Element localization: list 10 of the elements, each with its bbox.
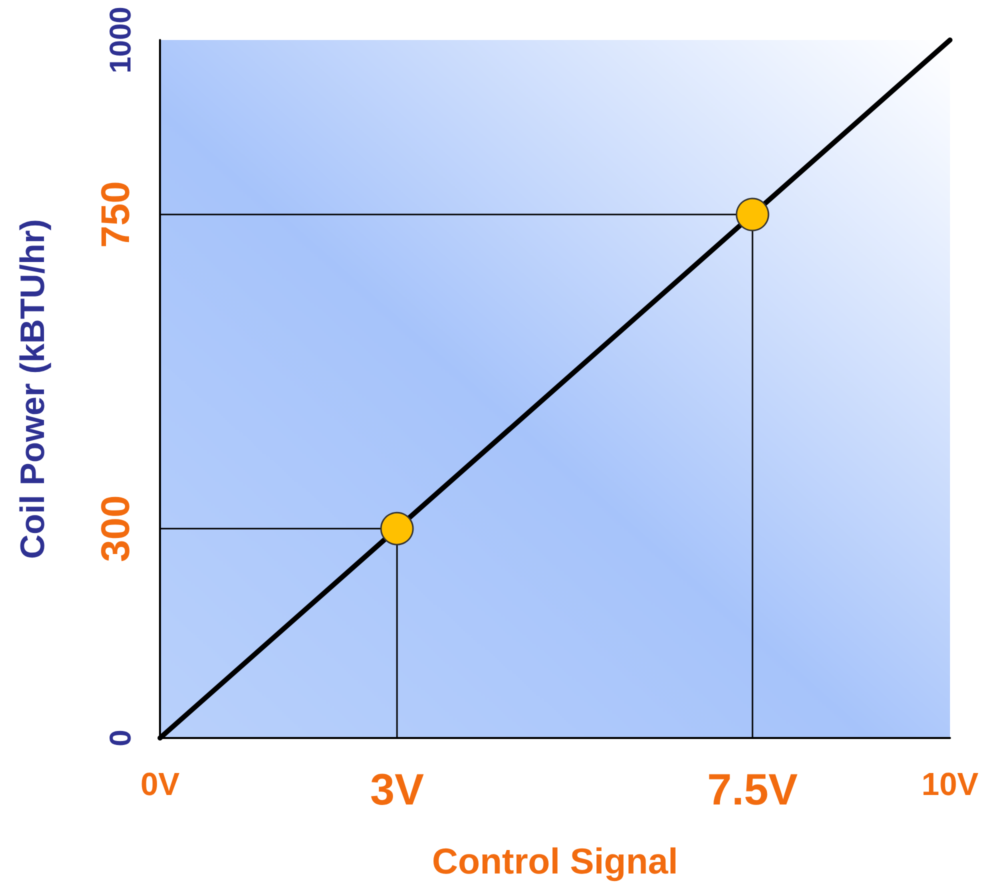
x-axis-title: Control Signal [432,840,678,882]
y-tick-label: 300 [94,495,138,562]
y-tick-label: 750 [94,181,138,248]
x-tick-label: 10V [922,766,980,802]
y-tick-label: 1000 [104,6,138,74]
x-tick-label: 3V [370,766,425,814]
x-tick-label: 7.5V [707,766,798,814]
y-axis-title: Coil Power (kBTU/hr) [14,218,52,560]
x-tick-label: 0V [140,766,180,802]
y-tick-label: 0 [104,730,138,746]
